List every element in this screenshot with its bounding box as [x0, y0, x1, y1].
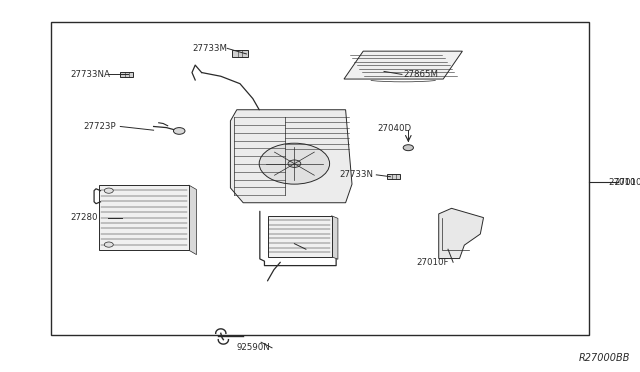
Bar [268, 216, 332, 257]
Text: 27733N: 27733N [339, 170, 373, 179]
Circle shape [104, 242, 113, 247]
Text: 27733NA: 27733NA [70, 70, 110, 79]
Circle shape [403, 145, 413, 151]
Polygon shape [230, 110, 352, 203]
Circle shape [259, 143, 330, 184]
Bar [387, 174, 401, 179]
Bar [99, 185, 189, 250]
Circle shape [173, 128, 185, 134]
Text: 27040D: 27040D [378, 124, 412, 133]
Text: 27010F: 27010F [416, 258, 449, 267]
Text: 92590N: 92590N [237, 343, 271, 352]
Text: 27115: 27115 [269, 245, 296, 254]
Circle shape [104, 188, 113, 193]
Text: R27000BB: R27000BB [579, 353, 630, 363]
Circle shape [288, 160, 301, 167]
Polygon shape [189, 185, 196, 254]
Text: 27010: 27010 [608, 178, 636, 187]
Bar [232, 50, 248, 57]
Text: 27723P: 27723P [83, 122, 116, 131]
Bar [120, 71, 134, 77]
Text: 27010: 27010 [614, 178, 640, 187]
Bar [51, 22, 589, 335]
Polygon shape [344, 51, 463, 79]
Text: 27733M: 27733M [192, 44, 227, 53]
Text: 27865M: 27865M [403, 70, 438, 79]
Polygon shape [439, 208, 484, 259]
Polygon shape [332, 216, 338, 259]
Text: 27280: 27280 [70, 213, 98, 222]
